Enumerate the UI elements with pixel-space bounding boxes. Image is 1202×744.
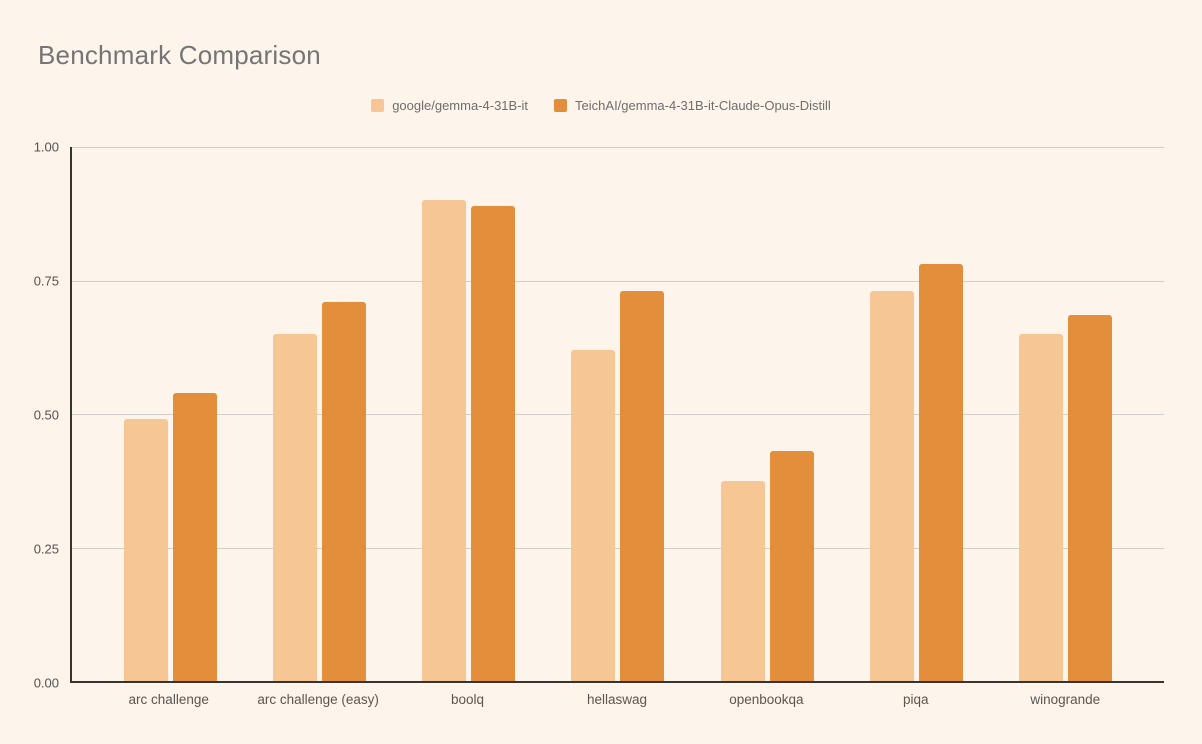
bar-series1-4 xyxy=(769,451,814,681)
gridline xyxy=(72,414,1164,415)
bar-groups xyxy=(72,147,1164,681)
bar-series1-0 xyxy=(173,392,218,681)
bar-group-openbookqa xyxy=(693,147,842,681)
x-tick-label: hellaswag xyxy=(586,692,647,707)
bar-group-piqa xyxy=(842,147,991,681)
y-tick-label: 0.00 xyxy=(33,675,59,691)
legend-swatch-icon xyxy=(371,99,385,112)
bar-series0-4 xyxy=(720,480,765,681)
bar-series0-5 xyxy=(869,291,914,681)
bar-series0-1 xyxy=(273,333,318,681)
y-tick-label: 1.00 xyxy=(33,139,59,155)
gridline xyxy=(72,547,1164,549)
legend-swatch-icon xyxy=(554,99,568,112)
legend-item-1: TeichAI/gemma-4-31B-it-Claude-Opus-Disti… xyxy=(554,98,831,113)
bar-series0-0 xyxy=(124,419,169,681)
bar-group-boolq xyxy=(394,147,543,681)
y-axis: 1.00 0.75 0.50 0.25 0.00 xyxy=(9,140,59,691)
bar-series1-6 xyxy=(1067,315,1112,681)
x-tick-label: boolq xyxy=(451,692,485,707)
bar-group-arc-challenge xyxy=(96,147,245,681)
legend-item-0: google/gemma-4-31B-it xyxy=(371,98,528,113)
bar-series1-3 xyxy=(620,291,665,681)
bar-series0-3 xyxy=(571,349,616,681)
bar-series0-6 xyxy=(1018,333,1063,681)
legend-label: TeichAI/gemma-4-31B-it-Claude-Opus-Disti… xyxy=(575,98,831,113)
y-tick-label: 0.50 xyxy=(33,407,59,423)
legend: google/gemma-4-31B-it TeichAI/gemma-4-31B… xyxy=(0,98,1202,113)
x-tick-label: winogrande xyxy=(1030,692,1101,707)
bar-group-arc-challenge-easy- xyxy=(245,147,394,681)
x-axis: arc challenge arc challenge (easy) boolq he… xyxy=(70,692,1164,707)
bar-series1-5 xyxy=(918,264,963,681)
x-tick-label: arc challenge (easy) xyxy=(257,692,379,707)
bar-series0-2 xyxy=(422,200,467,681)
bar-group-hellaswag xyxy=(543,147,692,681)
bar-series1-2 xyxy=(471,205,516,681)
legend-label: google/gemma-4-31B-it xyxy=(392,98,529,113)
x-tick-label: arc challenge xyxy=(128,692,209,707)
bar-group-winogrande xyxy=(991,147,1140,681)
chart-area: 1.00 0.75 0.50 0.25 0.00 arc challenge arc ch… xyxy=(34,140,1164,707)
plot xyxy=(70,147,1164,683)
y-tick-label: 0.75 xyxy=(33,273,59,289)
x-tick-label: openbookqa xyxy=(729,692,804,707)
chart-title: Benchmark Comparison xyxy=(38,40,321,70)
gridline xyxy=(72,280,1164,282)
bar-series1-1 xyxy=(322,301,367,681)
gridline xyxy=(72,147,1164,148)
x-tick-label: piqa xyxy=(903,692,929,707)
y-tick-label: 0.25 xyxy=(33,541,59,557)
